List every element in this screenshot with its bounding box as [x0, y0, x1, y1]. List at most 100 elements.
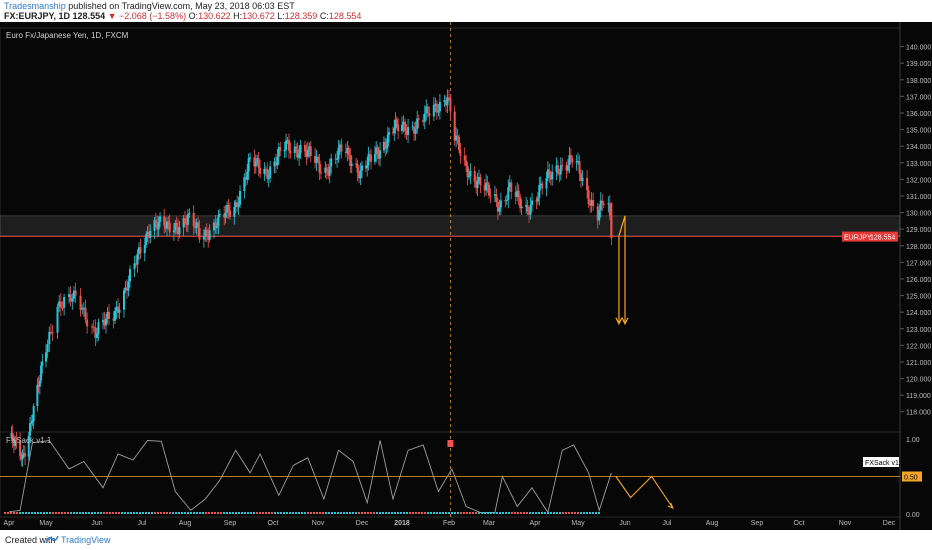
candle-body	[468, 176, 470, 178]
candle-body	[289, 150, 292, 154]
high-value: 130.672	[242, 11, 275, 21]
chart-svg[interactable]: 118.000 119.000 120.000 121.000 122.000 123.0…	[0, 22, 932, 530]
candle-body	[168, 222, 171, 233]
indicator-baseline-dot	[295, 512, 297, 514]
indicator-baseline-dot	[583, 512, 585, 514]
indicator-baseline-dot	[85, 512, 87, 514]
candle-body	[22, 453, 25, 455]
indicator-baseline-dot	[313, 512, 315, 514]
candle-body	[147, 232, 150, 238]
candle-body	[525, 205, 528, 207]
candle-body	[359, 170, 362, 179]
indicator-baseline-dot	[49, 512, 51, 514]
candle-body	[254, 161, 257, 167]
candle-body	[223, 213, 226, 218]
indicator-baseline-dot	[547, 512, 549, 514]
candle-body	[555, 165, 558, 172]
indicator-baseline-dot	[409, 512, 411, 514]
candle-body	[84, 307, 87, 320]
indicator-baseline-dot	[205, 512, 207, 514]
candle-body	[568, 155, 571, 166]
candle-body	[485, 182, 488, 191]
indicator-baseline-dot	[424, 512, 426, 514]
indicator-baseline-dot	[256, 512, 258, 514]
candle-body	[139, 247, 142, 254]
indicator-baseline-dot	[58, 512, 60, 514]
candle-body	[339, 144, 341, 148]
candle-body	[133, 263, 136, 270]
x-tick-label: Jul	[663, 520, 672, 527]
indicator-baseline-dot	[421, 512, 423, 514]
candle-body	[19, 440, 22, 457]
indicator-baseline-dot	[475, 512, 477, 514]
indicator-baseline-dot	[343, 512, 345, 514]
indicator-baseline-dot	[40, 512, 42, 514]
indicator-baseline-dot	[574, 512, 576, 514]
candle-body	[402, 121, 405, 125]
candle-body	[366, 165, 369, 169]
candle-body	[536, 197, 539, 202]
tradingview-link[interactable]: TradingView	[61, 535, 111, 545]
x-tick-label: Oct	[794, 520, 805, 527]
candle-body	[267, 178, 270, 180]
candle-body	[602, 203, 605, 205]
indicator-baseline-dot	[169, 512, 171, 514]
indicator-baseline-dot	[523, 512, 525, 514]
candle-body	[517, 190, 520, 198]
indicator-baseline-dot	[394, 512, 396, 514]
x-tick-label: Nov	[312, 520, 325, 527]
indicator-baseline-dot	[577, 512, 579, 514]
candle-body	[63, 296, 66, 308]
indicator-baseline-dot	[445, 512, 447, 514]
indicator-baseline-dot	[262, 512, 264, 514]
indicator-baseline-dot	[382, 512, 384, 514]
chart-area[interactable]: 118.000 119.000 120.000 121.000 122.000 123.0…	[0, 22, 932, 530]
author-link[interactable]: Tradesmanship	[4, 1, 66, 11]
candle-body	[259, 168, 262, 174]
candle-body	[263, 168, 266, 174]
indicator-baseline-dot	[28, 512, 30, 514]
candle-body	[598, 210, 601, 221]
candle-body	[277, 147, 280, 157]
candle-body	[413, 126, 416, 134]
x-tick-label: 2018	[394, 520, 410, 527]
candle-body	[426, 106, 429, 113]
indicator-baseline-dot	[286, 512, 288, 514]
candle-body	[405, 131, 408, 135]
indicator-baseline-dot	[385, 512, 387, 514]
candle-body	[346, 147, 349, 153]
indicator-baseline-dot	[265, 512, 267, 514]
candle-body	[249, 157, 252, 159]
indicator-baseline-dot	[268, 512, 270, 514]
candle-body	[368, 154, 371, 156]
indicator-baseline-dot	[442, 512, 444, 514]
candle-body	[184, 218, 186, 224]
candle-body	[314, 156, 317, 163]
indicator-baseline-dot	[457, 512, 459, 514]
change-value: ▼ −2.068 (−1.58%)	[107, 11, 187, 21]
candle-body	[86, 319, 89, 327]
indicator-baseline-dot	[439, 512, 441, 514]
indicator-baseline-dot	[406, 512, 408, 514]
footer: Created with TradingView	[0, 530, 932, 550]
candle-body	[463, 155, 466, 161]
y-tick-label: 125.000	[906, 294, 931, 301]
candle-body	[37, 384, 40, 387]
indicator-baseline-dot	[415, 512, 417, 514]
y-tick-label: 118.000	[906, 410, 931, 417]
candle-body	[108, 311, 110, 319]
indicator-baseline-dot	[370, 512, 372, 514]
candle-body	[469, 171, 472, 177]
candle-body	[305, 151, 308, 157]
candle-body	[364, 165, 367, 169]
indicator-baseline-dot	[328, 512, 330, 514]
indicator-baseline-dot	[325, 512, 327, 514]
candle-body	[384, 141, 387, 149]
indicator-baseline-dot	[274, 512, 276, 514]
candle-body	[394, 119, 397, 129]
candle-body	[167, 221, 170, 223]
created-with-text: Created with	[5, 535, 56, 545]
candle-body	[175, 222, 178, 228]
indicator-baseline-dot	[172, 512, 174, 514]
candle-body	[28, 423, 31, 436]
